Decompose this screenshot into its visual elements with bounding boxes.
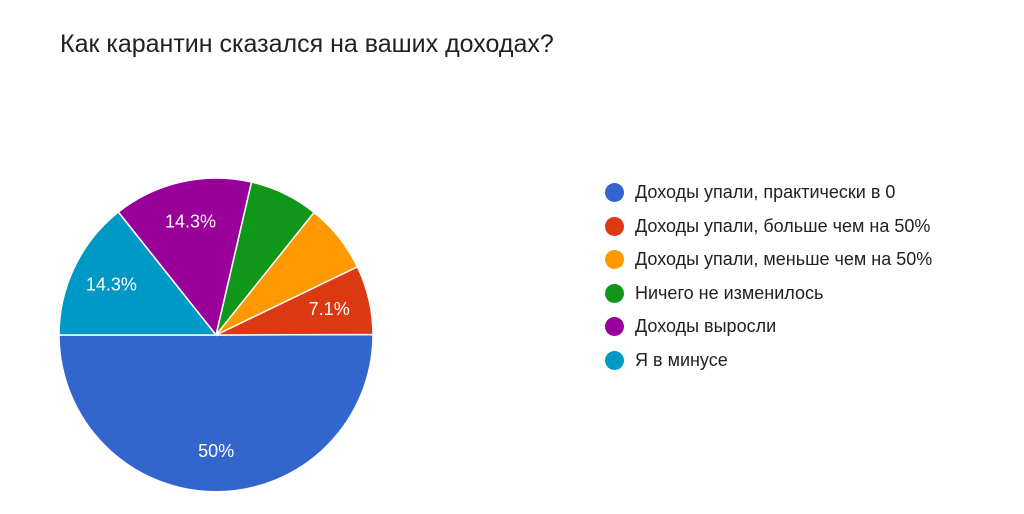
slice-data-label-1: 7.1% (309, 299, 350, 319)
legend-color-dot (605, 216, 624, 236)
pie-slice-4[interactable] (117, 177, 253, 337)
legend-color-dot (605, 250, 624, 270)
legend-item[interactable]: Доходы выросли (605, 310, 932, 344)
legend-color-dot (605, 317, 624, 337)
legend-color-dot (605, 183, 624, 203)
legend-item[interactable]: Доходы упали, меньше чем на 50% (605, 243, 932, 277)
slice-data-label-0: 50% (198, 441, 234, 461)
legend-item[interactable]: Доходы упали, больше чем на 50% (605, 210, 932, 244)
legend-label: Ничего не изменилось (635, 282, 824, 303)
pie-slices (58, 177, 374, 493)
legend-item[interactable]: Доходы упали, практически в 0 (605, 176, 932, 210)
pie-slice-5[interactable] (58, 211, 218, 336)
legend-color-dot (605, 350, 624, 370)
legend-label: Доходы упали, больше чем на 50% (635, 215, 931, 236)
chart-title: Как карантин сказался на ваших доходах? (60, 30, 554, 58)
legend-color-dot (605, 283, 624, 303)
pie-slice-0[interactable] (58, 333, 374, 493)
legend: Доходы упали, практически в 0 Доходы упал… (605, 176, 932, 377)
legend-item[interactable]: Я в минусе (605, 344, 932, 378)
pie-slice-labels: 50% 7.1% 14.3% 14.3% (86, 212, 350, 462)
legend-item[interactable]: Ничего не изменилось (605, 277, 932, 311)
legend-label: Доходы выросли (635, 316, 777, 337)
slice-data-label-4: 14.3% (165, 212, 216, 232)
legend-label: Я в минусе (635, 349, 728, 370)
slice-data-label-5: 14.3% (86, 275, 137, 295)
legend-label: Доходы упали, меньше чем на 50% (635, 249, 933, 270)
legend-label: Доходы упали, практически в 0 (635, 182, 896, 203)
